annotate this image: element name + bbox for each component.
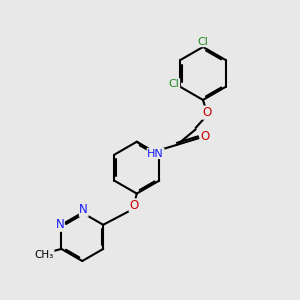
Text: Cl: Cl bbox=[169, 79, 180, 89]
Text: N: N bbox=[56, 218, 64, 231]
Text: O: O bbox=[200, 130, 210, 143]
Text: O: O bbox=[202, 106, 211, 119]
Text: O: O bbox=[129, 199, 138, 212]
Text: N: N bbox=[80, 203, 88, 216]
Text: Cl: Cl bbox=[198, 37, 208, 46]
Text: CH₃: CH₃ bbox=[35, 250, 54, 260]
Text: HN: HN bbox=[147, 148, 164, 158]
